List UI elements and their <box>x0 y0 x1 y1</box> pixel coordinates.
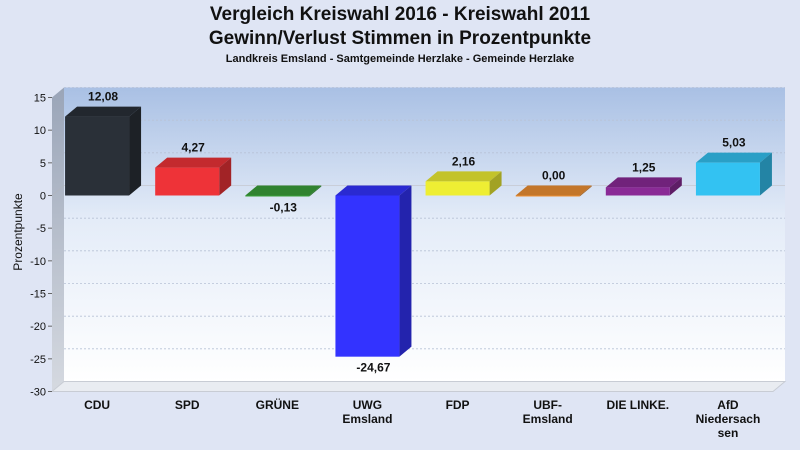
data-label: 12,08 <box>88 90 118 104</box>
chart-title-line-2: Gewinn/Verlust Stimmen in Prozentpunkte <box>208 28 592 49</box>
y-tick-label: -30 <box>30 387 46 399</box>
bar-front <box>515 195 580 197</box>
y-tick-label: 5 <box>40 158 46 170</box>
zero-line <box>51 185 65 196</box>
x-tick-label: UBF-Emsland <box>523 398 573 426</box>
bar-side <box>669 177 682 196</box>
bar-front <box>425 181 490 196</box>
plot-floor <box>50 381 787 392</box>
bar-side <box>309 185 322 197</box>
bar-top <box>605 177 682 188</box>
bar-top <box>425 171 502 182</box>
x-tick-label: SPD <box>175 398 200 412</box>
bar-top <box>245 185 322 196</box>
x-axis-categories: CDU SPD GRÜNE UWG Emsland FDP UBF-Emsland DIE L… <box>84 397 760 440</box>
data-label: 0,00 <box>542 169 566 183</box>
bar <box>695 152 772 196</box>
bar-front <box>155 167 220 196</box>
y-tick-label: -15 <box>30 289 46 301</box>
bar-front <box>245 195 310 197</box>
chart-subtitle: Landkreis Emsland - Samtgemeinde Herzlak… <box>225 53 575 65</box>
bar <box>605 177 682 196</box>
data-label: 1,25 <box>632 160 656 174</box>
y-tick-label: -10 <box>30 256 46 268</box>
x-tick-label: UWG Emsland <box>342 398 392 426</box>
bar <box>335 185 412 357</box>
bar-front <box>695 162 760 196</box>
plot-side-wall <box>52 87 64 392</box>
bar-top <box>515 185 592 196</box>
bar <box>245 185 322 197</box>
y-tick-label: 0 <box>40 191 46 203</box>
bars: 12,08 4,27 -0,13 -24,67 2,16 0,00 1,25 5,03 <box>65 90 772 375</box>
data-label: -24,67 <box>356 361 390 375</box>
y-axis-label: Prozentpunkte <box>11 193 25 271</box>
y-tick-label: -20 <box>30 321 46 333</box>
bar-front <box>65 116 130 196</box>
y-axis-ticks: 15 10 5 0 -5 -10 -15 -20 -25 -30 <box>30 93 52 399</box>
bar-front <box>335 195 400 357</box>
x-tick-label: FDP <box>446 398 470 412</box>
bar-side <box>759 152 772 196</box>
bar <box>155 157 232 196</box>
y-tick-label: -25 <box>30 354 46 366</box>
data-label: 2,16 <box>452 154 476 168</box>
y-tick-label: 10 <box>34 125 46 137</box>
y-tick-label: -5 <box>36 223 46 235</box>
bar-side <box>579 185 592 197</box>
bar-top <box>695 152 772 163</box>
bar <box>65 106 142 196</box>
bar-top <box>335 185 412 196</box>
bar-side <box>399 185 412 357</box>
bar <box>425 171 502 196</box>
x-tick-label: DIE LINKE. <box>606 398 669 412</box>
bar-side <box>129 106 142 196</box>
bar-side <box>219 157 232 196</box>
x-tick-label: GRÜNE <box>256 397 299 412</box>
bar-top <box>155 157 232 168</box>
gridlines <box>51 87 785 350</box>
bar <box>515 185 592 197</box>
bar-front <box>605 187 670 196</box>
x-tick-label: CDU <box>84 398 110 412</box>
y-tick-label: 15 <box>34 93 46 105</box>
data-label: -0,13 <box>270 201 298 215</box>
plot-back-wall <box>64 87 785 382</box>
chart-title-line-1: Vergleich Kreiswahl 2016 - Kreiswahl 201… <box>209 4 591 25</box>
bar-top <box>65 106 142 117</box>
data-label: 5,03 <box>722 136 746 150</box>
x-tick-label: AfD Niedersach sen <box>696 398 761 440</box>
bar-side <box>489 171 502 196</box>
data-label: 4,27 <box>182 141 206 155</box>
plot-background <box>50 87 787 392</box>
